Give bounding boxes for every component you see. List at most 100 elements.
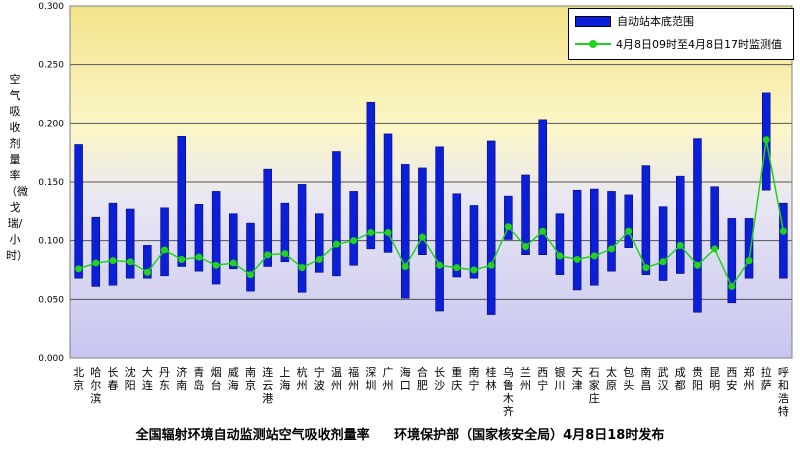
monitor-point [659, 258, 667, 266]
monitor-point [779, 227, 787, 235]
x-tick-label: 重庆 [451, 365, 462, 392]
x-tick-label: 大连 [142, 365, 153, 392]
range-bar [555, 213, 565, 275]
x-tick-label: 石家庄 [589, 366, 600, 405]
x-tick-label: 连云港 [262, 366, 273, 405]
monitor-point [350, 237, 358, 245]
monitor-point [281, 250, 289, 258]
monitor-point [608, 245, 615, 253]
x-tick-label: 杭州 [297, 365, 308, 392]
x-tick-label: 郑州 [744, 365, 755, 392]
footer-publisher: 环境保护部（国家核安全局）4月8日18时发布 [394, 428, 665, 443]
monitor-point [693, 261, 701, 269]
range-bar [676, 175, 685, 274]
legend: 自动站本底范围 4月8日09时至4月8日17时监测值 [568, 8, 794, 60]
footer-title: 全国辐射环境自动监测站空气吸收剂量率 [135, 428, 370, 443]
x-tick-label: 西宁 [537, 366, 548, 392]
legend-label-range: 自动站本底范围 [617, 15, 694, 28]
x-tick-label: 烟台 [211, 365, 222, 392]
range-bar [280, 202, 290, 263]
monitor-point [195, 253, 203, 261]
x-tick-label: 威海 [228, 366, 239, 392]
range-bar [383, 133, 393, 253]
x-tick-label: 包头 [623, 366, 634, 392]
range-bar [194, 204, 204, 272]
x-tick-label: 武汉 [658, 366, 669, 392]
monitor-point [539, 227, 547, 235]
range-bar [108, 202, 118, 286]
monitor-point [625, 227, 633, 235]
range-bar [400, 164, 410, 299]
x-tick-label: 温州 [331, 366, 342, 392]
monitor-point [590, 252, 598, 260]
range-bar [486, 140, 496, 315]
monitor-point [161, 246, 169, 254]
range-bar [211, 191, 221, 285]
x-tick-label: 银川 [554, 365, 565, 392]
range-bar [91, 216, 101, 287]
monitor-point [556, 252, 564, 260]
y-tick-label: 0.300 [38, 2, 64, 12]
x-tick-label: 兰州 [520, 366, 531, 392]
x-tick-label: 贵阳 [692, 366, 703, 392]
monitor-point [573, 255, 581, 263]
range-bar [143, 245, 152, 279]
range-bar [366, 101, 376, 250]
range-bar [469, 205, 479, 279]
legend-item-range: 自动站本底范围 [575, 12, 694, 30]
monitor-point [642, 264, 650, 272]
monitor-point [367, 228, 375, 236]
x-tick-label: 广州 [383, 366, 394, 392]
range-bar [177, 135, 186, 267]
monitor-point [711, 245, 719, 253]
range-bar [435, 146, 444, 312]
x-tick-label: 成都 [675, 366, 686, 392]
monitor-point [212, 261, 220, 269]
y-axis-label: 空气吸收剂量率（微戈瑞/小时） [6, 73, 28, 262]
x-tick-label: 南昌 [640, 366, 651, 392]
x-tick-label: 长沙 [434, 366, 445, 392]
y-tick-label: 0.100 [38, 237, 64, 247]
x-tick-label: 北京 [73, 366, 84, 392]
x-tick-label: 乌鲁木齐 [503, 365, 514, 418]
range-bar [521, 174, 530, 255]
range-bar [246, 222, 255, 292]
range-bar [297, 184, 307, 293]
range-bar [590, 188, 599, 286]
monitor-point [298, 264, 306, 272]
range-bar [727, 218, 737, 304]
y-tick-label: 0.250 [38, 61, 64, 71]
range-bar [658, 206, 668, 281]
monitor-point [92, 259, 100, 267]
monitor-point [728, 282, 736, 290]
y-tick-label: 0.200 [38, 119, 64, 129]
range-bars [74, 92, 788, 315]
range-bar [332, 151, 341, 277]
x-tick-label: 拉萨 [761, 365, 772, 392]
monitor-point [745, 257, 753, 265]
monitor-point [332, 240, 340, 248]
monitor-point [762, 136, 770, 144]
legend-item-monitor: 4月8日09时至4月8日17时监测值 [575, 35, 782, 53]
x-tick-label: 桂林 [486, 365, 497, 392]
monitor-point [264, 251, 272, 259]
range-bar [349, 191, 358, 266]
x-tick-label: 天津 [572, 366, 583, 392]
monitor-point [470, 266, 478, 274]
monitor-points [75, 136, 787, 290]
range-bar [229, 213, 238, 270]
x-tick-label: 南京 [245, 366, 256, 392]
x-tick-label: 呼和浩特 [778, 366, 789, 418]
range-bar [125, 208, 135, 279]
monitor-point [75, 265, 83, 273]
x-tick-label: 深圳 [365, 366, 376, 392]
x-tick-label: 青岛 [193, 366, 204, 392]
monitor-point [315, 255, 323, 263]
x-tick-label: 宁波 [314, 365, 325, 392]
x-tick-label: 西安 [726, 366, 737, 392]
monitor-point [229, 259, 237, 267]
monitor-point [143, 268, 151, 276]
x-tick-label: 丹东 [159, 366, 170, 392]
monitor-point [418, 233, 426, 241]
x-tick-label: 福州 [348, 365, 359, 392]
